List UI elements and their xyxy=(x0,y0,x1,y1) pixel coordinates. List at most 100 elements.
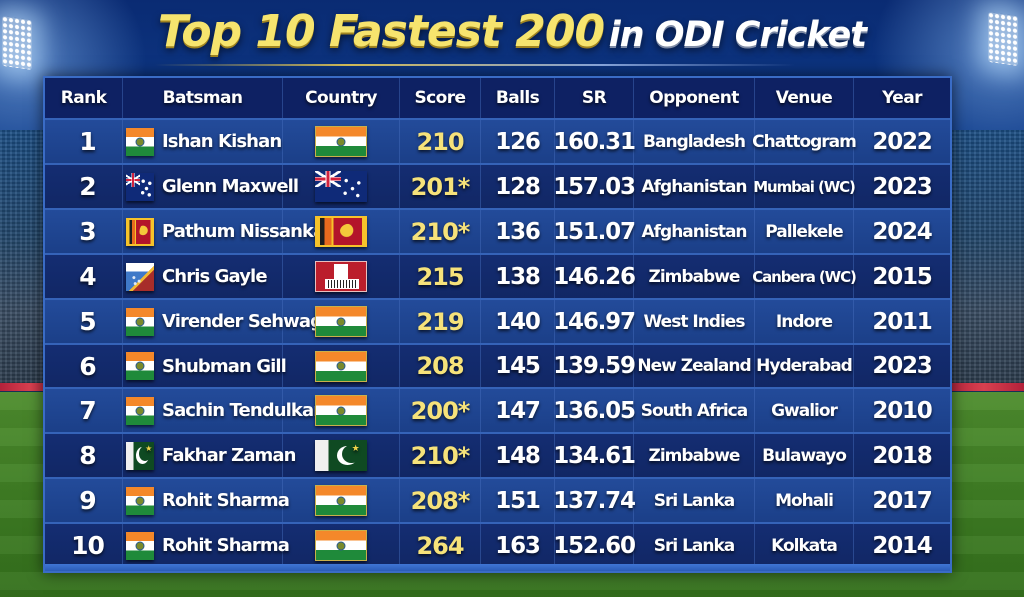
title-highlight: Top 10 Fastest 200 xyxy=(158,6,605,57)
score-value: 201* xyxy=(410,172,471,201)
score-value: 200* xyxy=(410,396,471,425)
balls-value: 136 xyxy=(495,218,541,245)
rank-value: 8 xyxy=(79,441,96,470)
india-flag-icon xyxy=(315,530,367,561)
india-flag-icon xyxy=(126,352,154,380)
india-flag-icon xyxy=(315,306,367,337)
balls-value: 126 xyxy=(495,128,541,155)
strike-rate-value: 152.60 xyxy=(553,532,636,559)
table-row: 6 Shubman Gill 208 145 139.59 New Zealan… xyxy=(45,343,950,387)
balls-value: 138 xyxy=(495,263,541,290)
score-value: 210* xyxy=(410,217,471,246)
column-header-year: Year xyxy=(882,88,922,108)
batsman-name: Rohit Sharma xyxy=(162,490,290,511)
table-row: 3 Pathum Nissanka 210* 136 151.07 Afghan… xyxy=(45,208,950,253)
venue-name: Bulawayo xyxy=(762,445,847,466)
batsman-name: Chris Gayle xyxy=(162,266,268,287)
balls-value: 147 xyxy=(495,397,541,424)
rank-value: 10 xyxy=(71,531,105,560)
title-underline xyxy=(155,64,795,66)
strike-rate-value: 146.26 xyxy=(553,263,636,290)
balls-value: 128 xyxy=(495,173,541,200)
year-value: 2011 xyxy=(872,308,932,335)
sri-lanka-flag-icon xyxy=(315,216,367,247)
score-value: 215 xyxy=(416,262,464,291)
india-flag-icon xyxy=(315,126,367,157)
india-flag-icon xyxy=(315,395,367,426)
rank-value: 6 xyxy=(79,351,96,381)
table-row: 2 Glenn Maxwell 201* 128 157.03 Afghanis… xyxy=(45,163,950,208)
strike-rate-value: 136.05 xyxy=(553,397,636,424)
column-header-opponent: Opponent xyxy=(634,78,755,118)
table-header-row: Rank Batsman Country Score Balls SR Oppo… xyxy=(45,78,950,118)
title-rest: in ODI Cricket xyxy=(608,15,867,55)
rank-value: 1 xyxy=(79,127,96,156)
year-value: 2023 xyxy=(872,173,932,200)
column-header-score: Score xyxy=(400,78,481,118)
year-value: 2015 xyxy=(872,263,932,290)
strike-rate-value: 139.59 xyxy=(553,353,636,379)
venue-name: Gwalior xyxy=(771,400,838,421)
table-row: 8 ★ Fakhar Zaman ★ 210* 148 134.61 Zimbab… xyxy=(45,432,950,477)
table-row: 4 Chris Gayle 215 138 146.26 Zimbabwe Ca… xyxy=(45,253,950,298)
score-value: 210* xyxy=(410,441,471,470)
west-indies-flag-icon xyxy=(126,262,154,291)
batsman-name: Fakhar Zaman xyxy=(162,445,296,466)
india-flag-icon xyxy=(126,127,154,156)
australia-flag-icon xyxy=(315,171,367,202)
rank-value: 9 xyxy=(79,486,96,515)
score-value: 219 xyxy=(416,307,464,336)
strike-rate-value: 157.03 xyxy=(553,173,636,200)
batsman-name: Shubman Gill xyxy=(162,355,287,377)
column-header-sr: SR xyxy=(555,78,634,118)
venue-name: Canbera (WC) xyxy=(752,267,857,286)
venue-name: Kolkata xyxy=(771,535,838,556)
rank-value: 7 xyxy=(79,396,96,425)
balls-value: 140 xyxy=(495,308,541,335)
opponent-name: Zimbabwe xyxy=(648,266,741,287)
score-value: 208 xyxy=(416,352,464,380)
year-value: 2023 xyxy=(872,353,932,379)
strike-rate-value: 160.31 xyxy=(553,128,636,155)
table-row: 9 Rohit Sharma 208* 151 137.74 Sri Lanka… xyxy=(45,477,950,522)
india-flag-icon xyxy=(126,531,154,560)
page-title: Top 10 Fastest 200 in ODI Cricket xyxy=(0,6,1024,57)
batsman-name: Sachin Tendulkar xyxy=(162,400,322,421)
venue-name: Hyderabad xyxy=(756,356,853,376)
score-value: 208* xyxy=(410,486,471,515)
year-value: 2018 xyxy=(872,442,932,469)
pakistan-flag-icon: ★ xyxy=(315,440,367,471)
column-header-rank: Rank xyxy=(45,78,123,118)
india-flag-icon xyxy=(126,486,154,515)
opponent-name: South Africa xyxy=(640,400,748,421)
west-indies-flag-icon xyxy=(315,261,367,292)
opponent-name: Bangladesh xyxy=(643,131,746,152)
opponent-name: Sri Lanka xyxy=(653,490,736,511)
rank-value: 2 xyxy=(79,172,96,201)
opponent-name: Zimbabwe xyxy=(648,445,741,466)
venue-name: Chattogram xyxy=(752,131,857,152)
venue-name: Indore xyxy=(775,311,833,332)
venue-name: Mumbai (WC) xyxy=(753,177,856,196)
column-header-country: Country xyxy=(283,78,400,118)
score-value: 210 xyxy=(416,127,464,156)
batsman-name: Pathum Nissanka xyxy=(162,221,325,242)
table-bottom-bar xyxy=(45,564,950,571)
rank-value: 3 xyxy=(79,217,96,246)
score-value: 264 xyxy=(416,531,464,560)
pakistan-flag-icon: ★ xyxy=(126,441,154,470)
strike-rate-value: 151.07 xyxy=(553,218,636,245)
india-flag-icon xyxy=(126,307,154,336)
year-value: 2022 xyxy=(872,128,932,155)
year-value: 2014 xyxy=(872,532,932,559)
column-header-batsman: Batsman xyxy=(123,78,283,118)
table-row: 5 Virender Sehwag 219 140 146.97 West In… xyxy=(45,298,950,343)
venue-name: Mohali xyxy=(775,490,834,511)
column-header-venue: Venue xyxy=(755,78,854,118)
balls-value: 148 xyxy=(495,442,541,469)
opponent-name: Afghanistan xyxy=(641,221,747,242)
crowd-right xyxy=(944,130,1024,390)
batsman-name: Ishan Kishan xyxy=(162,131,282,152)
balls-value: 151 xyxy=(495,487,541,514)
strike-rate-value: 137.74 xyxy=(553,487,636,514)
